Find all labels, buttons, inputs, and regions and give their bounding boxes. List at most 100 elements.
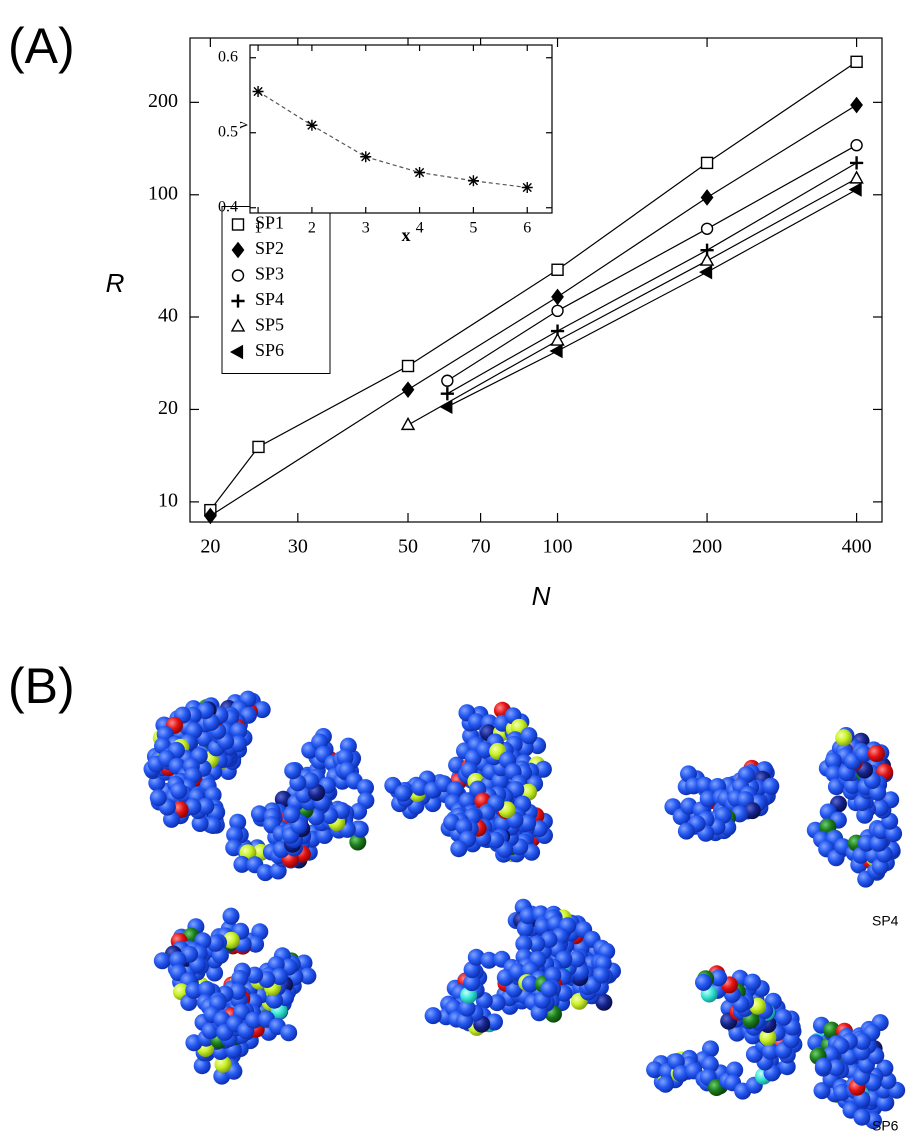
series-line xyxy=(447,189,857,408)
marker xyxy=(549,343,563,359)
bead xyxy=(520,727,538,745)
legend-marker xyxy=(231,241,245,259)
marker xyxy=(203,507,217,525)
bead xyxy=(759,1029,777,1046)
series-line xyxy=(447,162,857,395)
polymer-images xyxy=(143,690,906,1130)
bead xyxy=(231,970,249,987)
bead xyxy=(253,701,271,719)
panel-label: (B) xyxy=(8,658,75,714)
marker xyxy=(401,359,415,373)
bead xyxy=(521,975,539,993)
bead xyxy=(646,1061,664,1079)
bead xyxy=(230,722,248,740)
x-axis-label: N xyxy=(532,581,551,611)
x-tick-label: 70 xyxy=(471,536,491,558)
series-line xyxy=(209,61,857,511)
bead xyxy=(302,772,320,790)
x-tick-label: 400 xyxy=(842,536,872,558)
x-tick-label: 30 xyxy=(288,536,308,558)
bead xyxy=(782,1031,800,1049)
bead xyxy=(710,969,728,987)
marker xyxy=(441,374,454,387)
bead xyxy=(677,822,695,840)
image-label: SP4 xyxy=(872,913,899,929)
image-label: SP6 xyxy=(872,1118,899,1134)
legend-label: SP3 xyxy=(255,264,284,284)
bead xyxy=(540,980,558,998)
y-tick-label: 0.5 xyxy=(218,123,238,140)
marker xyxy=(700,189,714,206)
bead xyxy=(207,934,225,952)
bead xyxy=(835,729,853,747)
bead xyxy=(657,1075,674,1093)
series-line xyxy=(446,144,857,382)
panel-label: (A) xyxy=(8,18,75,74)
marker xyxy=(521,182,533,193)
bead xyxy=(726,1061,744,1079)
bead xyxy=(487,831,505,849)
bead xyxy=(193,1057,211,1075)
bead xyxy=(696,776,714,794)
bead xyxy=(827,1059,845,1077)
bead xyxy=(762,777,780,795)
marker xyxy=(551,288,564,306)
legend-marker xyxy=(231,294,245,308)
y-axis-label: ν xyxy=(235,121,252,128)
bead xyxy=(266,991,283,1009)
bead xyxy=(185,982,203,999)
legend-label: SP4 xyxy=(255,289,284,309)
bead xyxy=(544,966,562,984)
bead xyxy=(534,760,552,778)
legend-label: SP2 xyxy=(255,238,284,258)
bead xyxy=(250,805,268,823)
bead xyxy=(463,974,481,992)
x-tick-label: 1 xyxy=(254,220,262,237)
marker xyxy=(850,55,863,69)
marker xyxy=(850,96,863,114)
bead xyxy=(516,919,534,937)
bead xyxy=(867,745,885,762)
bead xyxy=(856,806,874,824)
bead xyxy=(480,951,498,969)
y-tick-label: 0.6 xyxy=(218,48,238,65)
bead xyxy=(814,1057,832,1075)
bead xyxy=(825,765,843,783)
x-tick-label: 2 xyxy=(308,220,316,237)
bead xyxy=(491,772,509,790)
x-tick-label: 100 xyxy=(543,536,573,558)
bead xyxy=(824,752,842,770)
bead xyxy=(853,1032,871,1050)
x-tick-label: 6 xyxy=(523,220,531,237)
bead xyxy=(450,840,468,858)
bead xyxy=(170,782,188,800)
legend-marker xyxy=(230,318,246,332)
bead xyxy=(844,777,861,795)
y-tick-label: 10 xyxy=(158,489,178,511)
bead xyxy=(568,950,586,968)
bead xyxy=(592,966,610,984)
y-tick-label: 20 xyxy=(158,397,178,419)
bead xyxy=(394,784,412,802)
bead xyxy=(744,973,762,991)
bead xyxy=(226,826,244,844)
legend-label: SP5 xyxy=(255,315,284,335)
bead xyxy=(778,1058,796,1076)
bead xyxy=(853,1108,871,1126)
marker xyxy=(440,387,454,401)
bead xyxy=(456,1012,474,1030)
bead xyxy=(701,1056,719,1073)
bead xyxy=(222,931,240,949)
bead xyxy=(467,948,485,966)
x-tick-label: 5 xyxy=(469,220,477,237)
bead xyxy=(857,834,875,852)
bead xyxy=(197,797,215,815)
y-tick-label: 200 xyxy=(148,90,178,112)
x-tick-label: 3 xyxy=(362,220,370,237)
bead xyxy=(149,789,167,807)
bead xyxy=(774,1008,792,1026)
bead xyxy=(153,952,171,970)
marker xyxy=(550,332,565,346)
bead xyxy=(854,745,872,763)
bead xyxy=(299,967,317,985)
